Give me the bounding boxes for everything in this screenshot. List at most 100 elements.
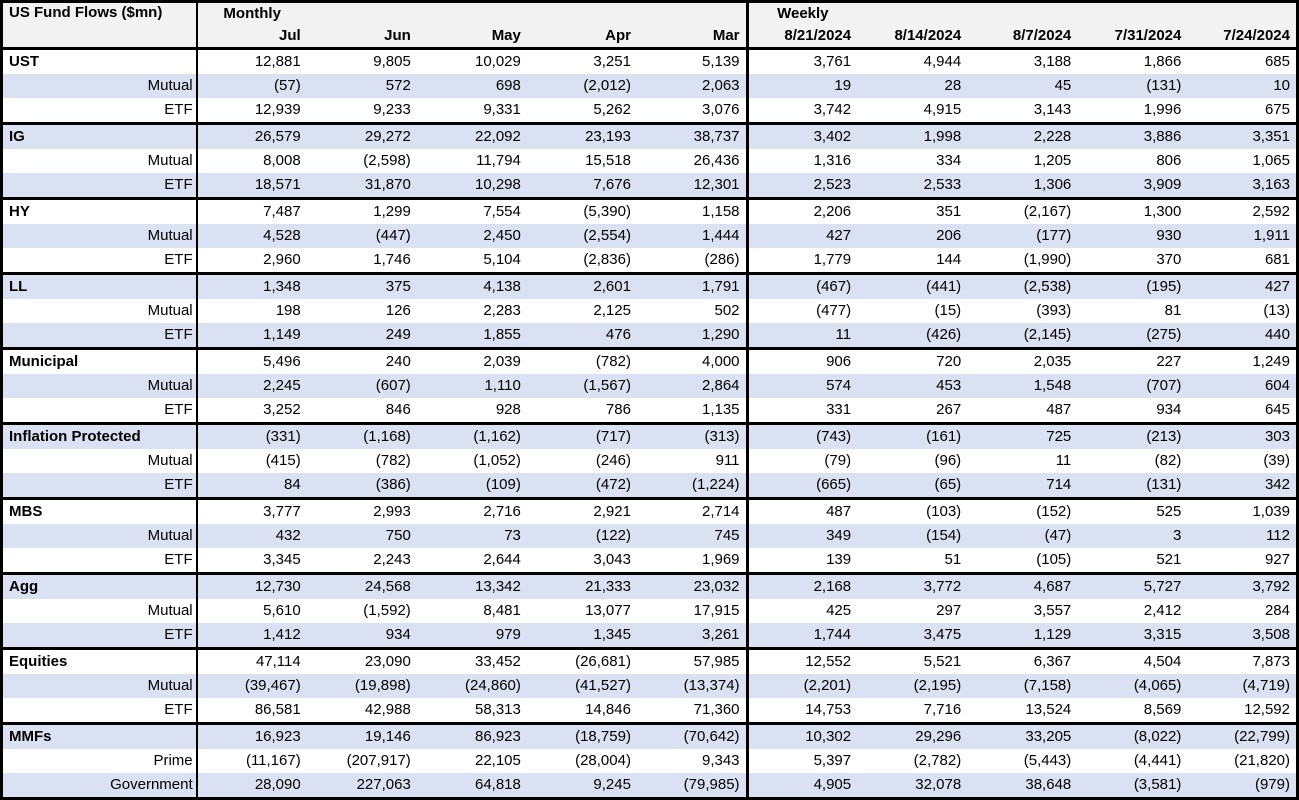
value-cell: (3,581) xyxy=(1077,773,1188,799)
table-row: ETF 1,412 934 979 1,345 3,261 1,744 3,475 1,129 3… xyxy=(1,623,1298,649)
value-cell: 2,243 xyxy=(306,548,417,574)
value-cell: 5,139 xyxy=(636,47,748,74)
value-cell: 6,367 xyxy=(967,647,1078,674)
column-header: 8/7/2024 xyxy=(967,25,1078,50)
value-cell: 331 xyxy=(745,398,858,424)
value-cell: (8,022) xyxy=(1077,722,1188,749)
value-cell: 4,944 xyxy=(857,47,968,74)
table-row: ETF 86,581 42,988 58,313 14,846 71,360 14,753 7… xyxy=(1,698,1298,724)
value-cell: 1,345 xyxy=(526,623,637,649)
value-cell: (131) xyxy=(1077,74,1188,98)
value-cell: 206 xyxy=(857,224,968,248)
value-cell: 3,345 xyxy=(196,548,307,574)
value-cell: 17,915 xyxy=(636,599,748,623)
value-cell: 13,342 xyxy=(416,572,527,599)
value-cell: (1,052) xyxy=(416,449,527,473)
value-cell: (467) xyxy=(745,272,858,299)
table-row: Mutual 8,008 (2,598) 11,794 15,518 26,436 1,31… xyxy=(1,149,1298,173)
table-row: MBS 3,777 2,993 2,716 2,921 2,714 487 (103) (152… xyxy=(1,497,1298,524)
value-cell: 8,481 xyxy=(416,599,527,623)
value-cell: 227 xyxy=(1077,347,1188,374)
value-cell: 2,125 xyxy=(526,299,637,323)
value-cell: 86,581 xyxy=(196,698,307,724)
value-cell: (47) xyxy=(967,524,1078,548)
section-label-monthly: Monthly xyxy=(196,1,307,25)
value-cell: 1,791 xyxy=(636,272,748,299)
value-cell: 10 xyxy=(1187,74,1298,98)
table-header: US Fund Flows ($mn) Monthly Weekly Jul Ju… xyxy=(1,1,1298,50)
value-cell: 9,805 xyxy=(306,47,417,74)
value-cell: 3,043 xyxy=(526,548,637,574)
value-cell: 5,521 xyxy=(857,647,968,674)
table-row: Mutual 4,528 (447) 2,450 (2,554) 1,444 427 206(… xyxy=(1,224,1298,248)
value-cell: 574 xyxy=(745,374,858,398)
value-cell: 1,149 xyxy=(196,323,307,349)
column-header: 8/14/2024 xyxy=(857,25,968,50)
value-cell: 1,316 xyxy=(745,149,858,173)
value-cell: 1,135 xyxy=(636,398,748,424)
value-cell: 1,249 xyxy=(1187,347,1298,374)
value-cell: 23,032 xyxy=(636,572,748,599)
value-cell: 26,436 xyxy=(636,149,748,173)
value-cell: 3,163 xyxy=(1187,173,1298,199)
value-cell: (665) xyxy=(745,473,858,499)
table-row: Mutual 5,610 (1,592) 8,481 13,077 17,915 425 29… xyxy=(1,599,1298,623)
value-cell: 4,138 xyxy=(416,272,527,299)
value-cell: 1,065 xyxy=(1187,149,1298,173)
table-row: Agg 12,730 24,568 13,342 21,333 23,032 2,168 3,… xyxy=(1,572,1298,599)
value-cell: 4,915 xyxy=(857,98,968,124)
value-cell: 15,518 xyxy=(526,149,637,173)
sub-label: Prime xyxy=(1,749,198,773)
section-header-row: US Fund Flows ($mn) Monthly Weekly xyxy=(1,1,1298,50)
value-cell: 685 xyxy=(1187,47,1298,74)
value-cell: 1,855 xyxy=(416,323,527,349)
value-cell: (2,167) xyxy=(967,197,1078,224)
value-cell: 1,548 xyxy=(967,374,1078,398)
value-cell: 28 xyxy=(857,74,968,98)
value-cell: 18,571 xyxy=(196,173,307,199)
value-cell: (2,554) xyxy=(526,224,637,248)
value-cell: 698 xyxy=(416,74,527,98)
value-cell: 28,090 xyxy=(196,773,307,799)
value-cell: 786 xyxy=(526,398,637,424)
value-cell: (2,782) xyxy=(857,749,968,773)
value-cell: 2,960 xyxy=(196,248,307,274)
column-header: Jun xyxy=(306,25,417,50)
value-cell: (1,592) xyxy=(306,599,417,623)
value-cell: (11,167) xyxy=(196,749,307,773)
value-cell: 3,475 xyxy=(857,623,968,649)
value-cell: 725 xyxy=(967,422,1078,449)
value-cell: 714 xyxy=(967,473,1078,499)
value-cell: 3,508 xyxy=(1187,623,1298,649)
value-cell: (5,390) xyxy=(526,197,637,224)
value-cell: 3,251 xyxy=(526,47,637,74)
value-cell: (65) xyxy=(857,473,968,499)
value-cell: (161) xyxy=(857,422,968,449)
value-cell: 3,909 xyxy=(1077,173,1188,199)
value-cell: (82) xyxy=(1077,449,1188,473)
value-cell: 502 xyxy=(636,299,748,323)
value-cell: 19,146 xyxy=(306,722,417,749)
sub-label: Mutual xyxy=(1,224,198,248)
value-cell: 139 xyxy=(745,548,858,574)
value-cell: (2,836) xyxy=(526,248,637,274)
value-cell: (109) xyxy=(416,473,527,499)
value-cell: (386) xyxy=(306,473,417,499)
value-cell: 267 xyxy=(857,398,968,424)
value-cell: (782) xyxy=(306,449,417,473)
table-row: ETF 18,571 31,870 10,298 7,676 12,301 2,523 2,5… xyxy=(1,173,1298,199)
value-cell: 12,730 xyxy=(196,572,307,599)
value-cell: 2,063 xyxy=(636,74,748,98)
value-cell: (70,642) xyxy=(636,722,748,749)
value-cell: (5,443) xyxy=(967,749,1078,773)
value-cell: 1,412 xyxy=(196,623,307,649)
sub-label: ETF xyxy=(1,698,198,724)
value-cell: 11 xyxy=(967,449,1078,473)
group-label: IG xyxy=(1,122,198,149)
value-cell: 906 xyxy=(745,347,858,374)
value-cell: 23,193 xyxy=(526,122,637,149)
value-cell: (79) xyxy=(745,449,858,473)
value-cell: (472) xyxy=(526,473,637,499)
value-cell: 911 xyxy=(636,449,748,473)
value-cell: 303 xyxy=(1187,422,1298,449)
